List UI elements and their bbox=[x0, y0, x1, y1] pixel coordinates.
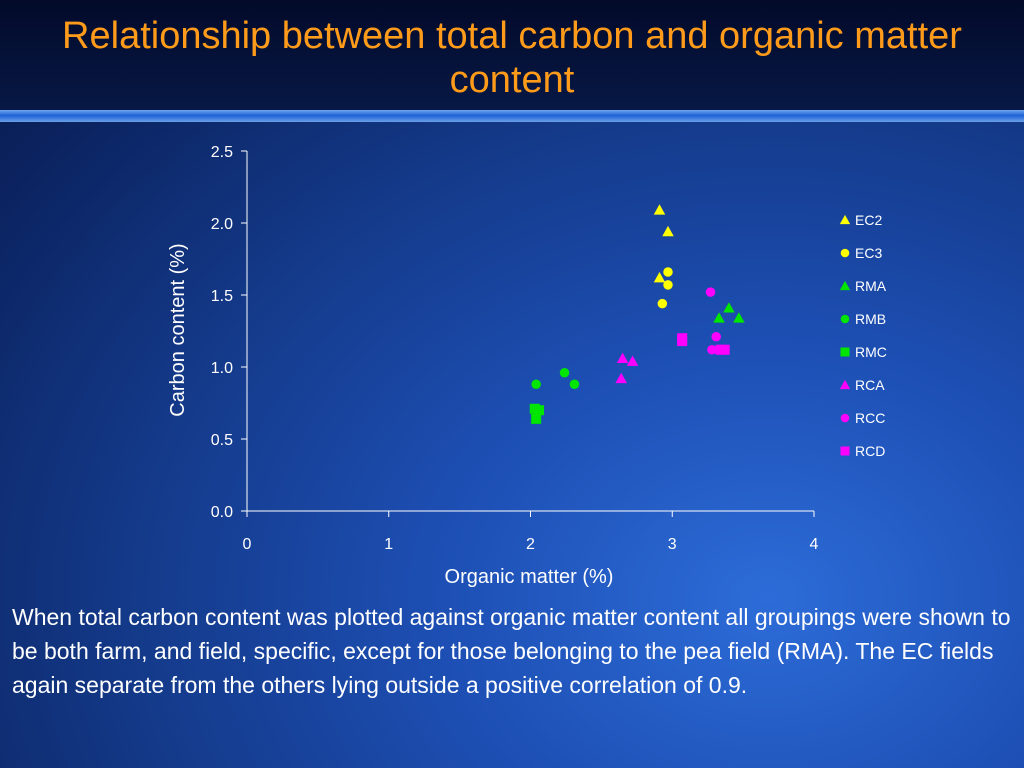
data-point-rmb bbox=[559, 368, 570, 378]
data-point-rca bbox=[626, 355, 639, 366]
x-tick-label: 1 bbox=[384, 536, 393, 553]
data-point-ec3 bbox=[657, 298, 668, 309]
data-point-rma bbox=[713, 312, 725, 323]
y-tick-label: 2.0 bbox=[211, 216, 233, 233]
legend-marker-ec2 bbox=[839, 214, 851, 225]
data-point-rma bbox=[733, 312, 745, 323]
data-point-rmb bbox=[569, 379, 580, 390]
data-point-ec2 bbox=[653, 204, 666, 215]
data-point-ec2 bbox=[653, 271, 666, 283]
data-point-rcc bbox=[707, 344, 717, 355]
x-tick-label: 0 bbox=[243, 536, 252, 553]
legend-label-rmc: RMC bbox=[855, 344, 887, 360]
legend-label-ec3: EC3 bbox=[855, 245, 882, 261]
y-tick-label: 1.5 bbox=[211, 288, 233, 305]
y-axis-label: Carbon content (%) bbox=[167, 243, 189, 416]
legend-marker-ec3 bbox=[840, 248, 850, 258]
data-point-rmb bbox=[531, 379, 541, 390]
title-bar: Relationship between total carbon and or… bbox=[0, 0, 1024, 110]
data-point-rcd bbox=[677, 336, 688, 347]
title-divider bbox=[0, 110, 1024, 122]
legend-marker-rcc bbox=[840, 413, 850, 423]
legend-marker-rca bbox=[839, 379, 851, 390]
y-tick-label: 1.0 bbox=[211, 360, 233, 377]
data-point-ec3 bbox=[663, 267, 673, 277]
chart-legend: EC2 EC3 RMA RMB RMC RCA RCC RCD bbox=[839, 212, 887, 459]
data-point-ec3 bbox=[663, 280, 673, 290]
data-point-rmc bbox=[534, 405, 545, 416]
legend-label-rmb: RMB bbox=[855, 311, 886, 327]
data-point-rcd bbox=[719, 344, 730, 355]
slide-title: Relationship between total carbon and or… bbox=[62, 15, 962, 101]
data-point-rca bbox=[616, 352, 629, 363]
legend-label-rcc: RCC bbox=[855, 410, 885, 426]
chart-axes: 0.0 0.5 1.0 1.5 2.0 2.5 0 1 2 3 4 bbox=[211, 144, 819, 553]
description-text: When total carbon content was plotted ag… bbox=[12, 604, 1011, 698]
y-tick-label: 2.5 bbox=[211, 144, 233, 161]
y-tick-label: 0.0 bbox=[211, 504, 233, 521]
scatter-chart: 0.0 0.5 1.0 1.5 2.0 2.5 0 1 2 3 4 EC2 EC3 RMA RMB RMC R… bbox=[167, 144, 887, 588]
legend-marker-rmb bbox=[840, 314, 850, 324]
x-tick-label: 4 bbox=[810, 536, 819, 553]
x-tick-label: 2 bbox=[526, 536, 535, 553]
data-point-rcc bbox=[711, 332, 721, 342]
legend-label-rcd: RCD bbox=[855, 443, 885, 459]
legend-marker-rma bbox=[839, 280, 851, 291]
legend-label-rca: RCA bbox=[855, 377, 885, 393]
data-point-rmc bbox=[531, 413, 542, 424]
data-point-rma bbox=[723, 302, 735, 313]
data-point-rca bbox=[615, 372, 627, 384]
y-tick-label: 0.5 bbox=[211, 432, 233, 449]
legend-label-rma: RMA bbox=[855, 278, 887, 294]
x-tick-label: 3 bbox=[668, 536, 677, 553]
data-point-rcc bbox=[705, 287, 716, 297]
data-point-ec2 bbox=[662, 225, 674, 237]
chart-points bbox=[529, 204, 745, 424]
legend-marker-rcd bbox=[840, 446, 850, 456]
x-axis-label: Organic matter (%) bbox=[445, 566, 614, 588]
legend-label-ec2: EC2 bbox=[855, 212, 882, 228]
legend-marker-rmc bbox=[840, 347, 850, 357]
